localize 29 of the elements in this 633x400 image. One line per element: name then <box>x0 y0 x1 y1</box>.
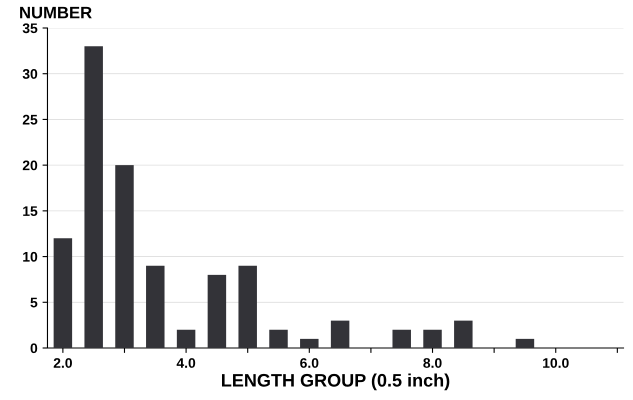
y-tick-label: 20 <box>22 160 38 170</box>
x-tick-label: 6.0 <box>300 358 318 368</box>
bar <box>423 330 442 348</box>
bar <box>84 46 103 348</box>
bar <box>176 330 196 348</box>
bar <box>54 238 72 348</box>
bar <box>208 274 226 348</box>
bar <box>516 338 534 348</box>
y-tick-label: 15 <box>23 206 38 216</box>
y-tick-label: 35 <box>22 23 38 34</box>
x-tick-label: 10.0 <box>543 358 569 368</box>
y-tick-label: 25 <box>22 114 38 125</box>
x-tick-label: 4.0 <box>176 358 196 368</box>
bar <box>238 266 257 348</box>
bar <box>300 338 319 348</box>
bar <box>115 165 134 348</box>
x-tick-label: 2.0 <box>54 358 72 368</box>
y-tick-label: 0 <box>30 343 38 354</box>
bar <box>454 320 473 348</box>
y-tick-label: 10 <box>23 252 38 262</box>
bar <box>392 330 411 348</box>
y-axis-title: NUMBER <box>20 6 92 18</box>
y-tick-label: 5 <box>30 298 38 308</box>
x-axis-title: LENGTH GROUP (0.5 inch) <box>222 373 450 390</box>
bar <box>146 266 165 348</box>
x-tick-label: 8.0 <box>423 358 442 368</box>
bar <box>330 320 350 348</box>
bar <box>269 330 288 348</box>
y-tick-label: 30 <box>22 69 38 79</box>
